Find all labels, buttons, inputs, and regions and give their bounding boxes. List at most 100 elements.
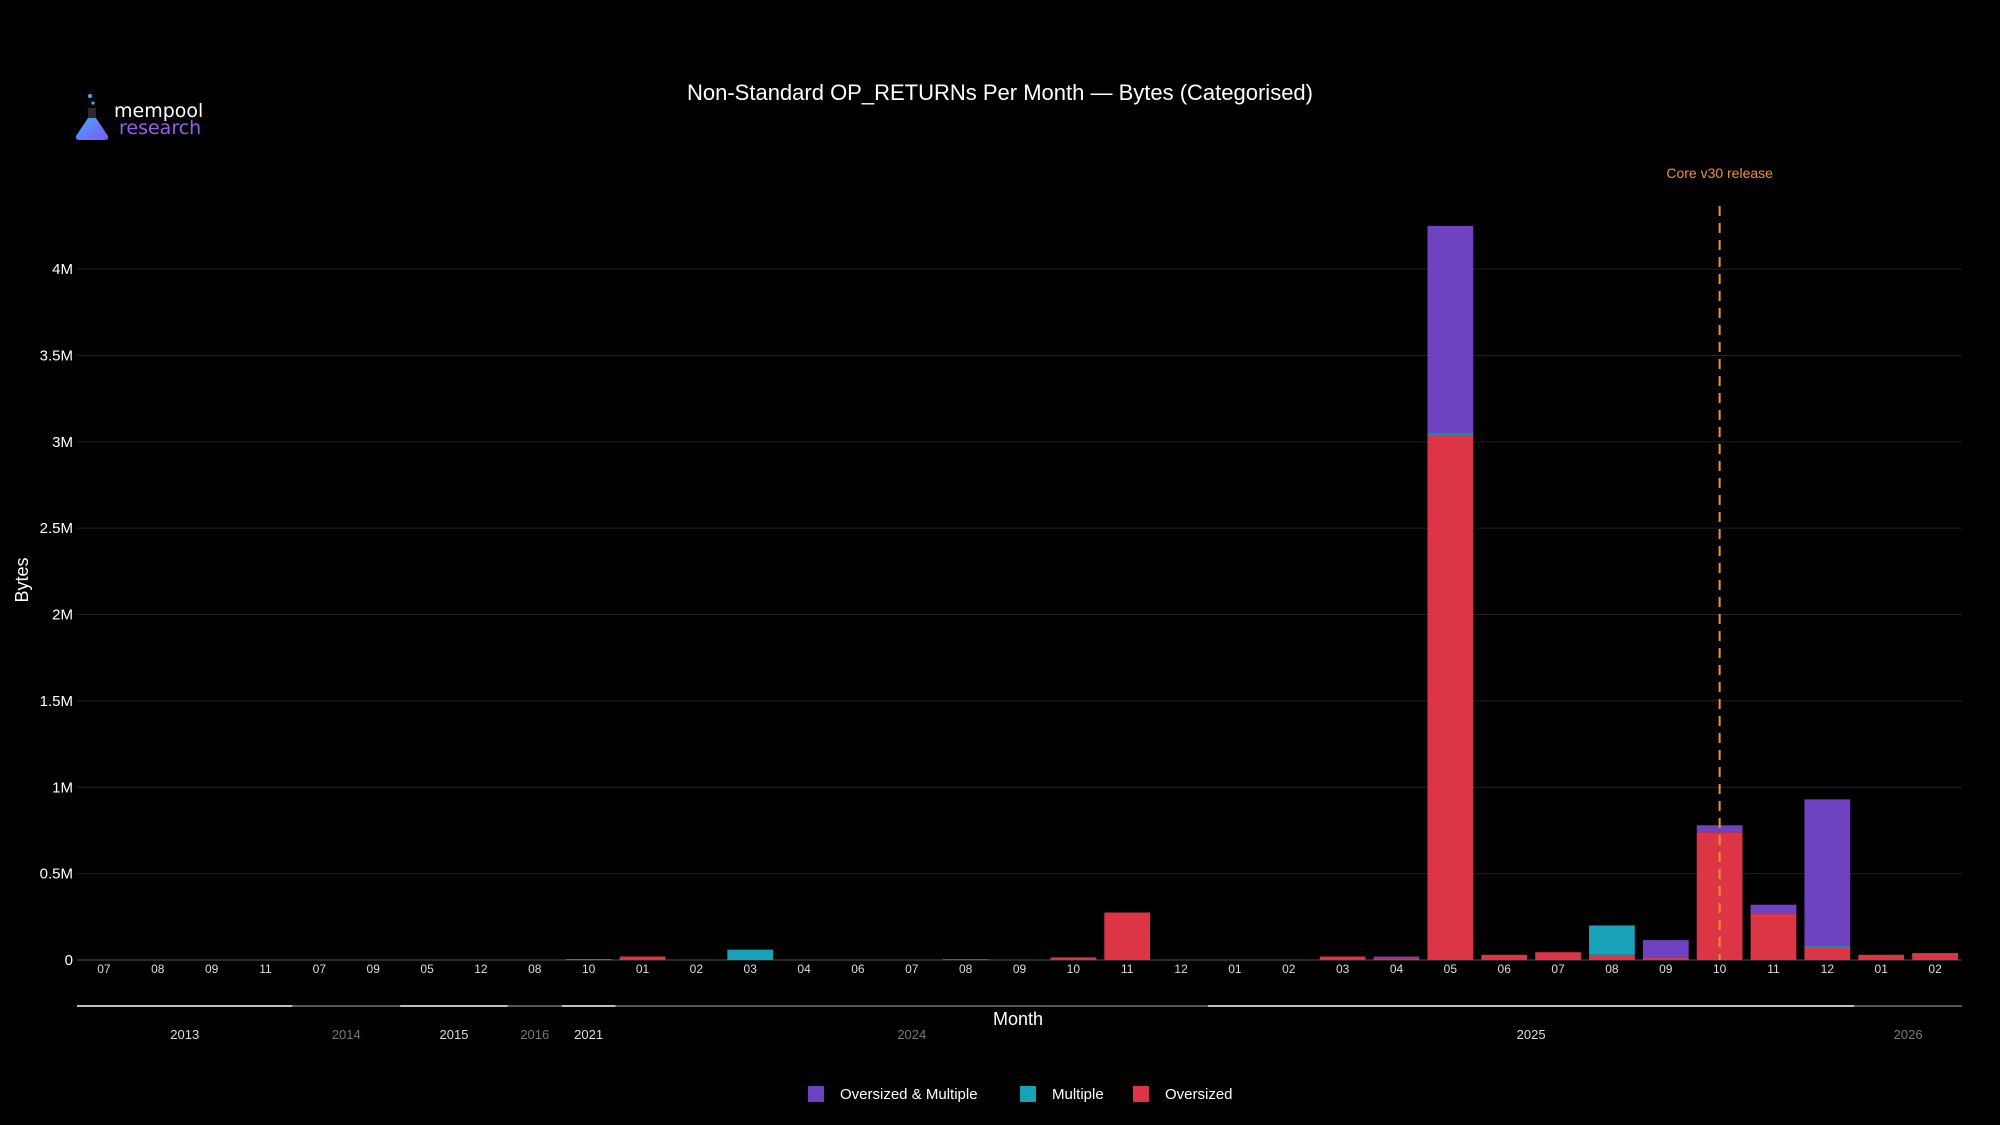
x-tick-label: 04: [1390, 962, 1404, 976]
legend-item[interactable]: Multiple: [1020, 1086, 1104, 1103]
y-tick-label: 0: [65, 952, 73, 969]
x-tick-label: 05: [420, 962, 434, 976]
x-tick-label: 09: [367, 962, 381, 976]
year-groups: 2013 2014 2015 2016 2021 2024 2025 2026: [77, 1005, 1962, 1042]
x-tick-label: 06: [1498, 962, 1512, 976]
y-axis-ticks: 0 0.5M 1M 1.5M 2M 2.5M 3M 3.5M 4M: [40, 261, 73, 969]
bar-segment[interactable]: [1319, 956, 1366, 960]
x-tick-label: 10: [582, 962, 596, 976]
year-label: 2024: [897, 1027, 926, 1042]
legend-label: Oversized: [1165, 1086, 1233, 1103]
x-tick-label: 11: [1121, 962, 1134, 976]
bar-segment[interactable]: [1804, 946, 1851, 948]
mempool-research-logo: mempool research: [72, 90, 232, 142]
year-label: 2026: [1894, 1027, 1923, 1042]
year-label: 2025: [1517, 1027, 1546, 1042]
x-tick-label: 08: [528, 962, 542, 976]
bar-segment[interactable]: [1481, 954, 1528, 960]
bar-segment[interactable]: [1050, 957, 1097, 960]
x-tick-label: 11: [1767, 962, 1780, 976]
legend-swatch: [1020, 1086, 1036, 1102]
bar-segment[interactable]: [1912, 953, 1958, 960]
year-label: 2015: [440, 1027, 469, 1042]
x-tick-label: 09: [1659, 962, 1673, 976]
legend-swatch: [808, 1086, 824, 1102]
y-tick-label: 0.5M: [40, 866, 73, 883]
bar-segment[interactable]: [1750, 904, 1797, 914]
x-tick-label: 07: [905, 962, 919, 976]
bar-segment[interactable]: [1535, 952, 1581, 960]
logo-word-research: research: [119, 117, 202, 139]
x-tick-label: 10: [1067, 962, 1081, 976]
bar-segment[interactable]: [619, 956, 666, 960]
x-tick-label: 01: [1875, 962, 1889, 976]
x-tick-label: 12: [1821, 962, 1835, 976]
x-tick-label: 08: [959, 962, 973, 976]
x-tick-label: 07: [97, 962, 111, 976]
x-tick-label: 12: [1174, 962, 1188, 976]
x-tick-label: 08: [1605, 962, 1619, 976]
x-tick-label: 07: [313, 962, 327, 976]
annotations: Core v30 release: [1666, 165, 1773, 960]
bar-segment[interactable]: [565, 959, 612, 960]
x-tick-label: 01: [636, 962, 650, 976]
grid-lines: [77, 268, 1962, 961]
y-tick-label: 1.5M: [40, 693, 73, 710]
year-label: 2021: [574, 1027, 603, 1042]
x-tick-label: 02: [1282, 962, 1296, 976]
release-marker-label: Core v30 release: [1666, 165, 1773, 181]
x-tick-label: 03: [1336, 962, 1350, 976]
bar-segment[interactable]: [1750, 913, 1797, 960]
bar-segment[interactable]: [1696, 825, 1743, 833]
logo-word-mempool: mempool: [114, 100, 204, 122]
bar-segment[interactable]: [1642, 940, 1689, 958]
y-tick-label: 1M: [52, 779, 73, 796]
x-axis-title: Month: [993, 1009, 1043, 1029]
y-tick-label: 3.5M: [40, 347, 73, 364]
bar-segment[interactable]: [1642, 957, 1689, 960]
x-tick-label: 12: [474, 962, 488, 976]
flask-icon: [75, 94, 109, 140]
x-tick-label: 03: [744, 962, 758, 976]
y-axis-title: Bytes: [12, 557, 32, 602]
bar-segment[interactable]: [1373, 958, 1420, 960]
bar-segment[interactable]: [1589, 925, 1635, 955]
legend-label: Multiple: [1052, 1086, 1104, 1103]
bar-segment[interactable]: [1427, 225, 1474, 434]
bar-segment[interactable]: [1427, 434, 1474, 961]
x-tick-label: 05: [1444, 962, 1458, 976]
x-tick-label: 11: [259, 962, 272, 976]
legend-item[interactable]: Oversized & Multiple: [808, 1086, 978, 1103]
bar-segment[interactable]: [1804, 947, 1851, 960]
x-tick-label: 04: [797, 962, 811, 976]
bar-segment[interactable]: [727, 949, 774, 960]
legend-swatch: [1133, 1086, 1149, 1102]
bar-segment[interactable]: [1104, 912, 1151, 961]
bar-segment[interactable]: [1589, 954, 1635, 960]
x-axis-ticks: 07 08 09 11 07 09 05 12 08 10 01 02 03 04 06 07 08 09 10 11…: [97, 962, 1942, 976]
x-tick-label: 10: [1713, 962, 1727, 976]
bar-segment[interactable]: [1804, 799, 1851, 947]
year-label: 2016: [520, 1027, 549, 1042]
x-tick-label: 07: [1551, 962, 1565, 976]
bar-segment[interactable]: [942, 959, 989, 960]
y-tick-label: 3M: [52, 434, 73, 451]
x-tick-label: 09: [205, 962, 219, 976]
chart-title: Non-Standard OP_RETURNs Per Month — Byte…: [687, 80, 1313, 105]
legend-label: Oversized & Multiple: [840, 1086, 978, 1103]
bar-segment[interactable]: [1427, 433, 1474, 435]
x-tick-label: 01: [1228, 962, 1242, 976]
bar-segment[interactable]: [1373, 956, 1420, 959]
x-tick-label: 02: [690, 962, 704, 976]
y-tick-label: 2M: [52, 607, 73, 624]
x-tick-label: 06: [851, 962, 865, 976]
year-label: 2014: [332, 1027, 361, 1042]
y-tick-label: 4M: [52, 261, 73, 278]
x-tick-label: 09: [1013, 962, 1027, 976]
y-tick-label: 2.5M: [40, 520, 73, 537]
x-tick-label: 02: [1928, 962, 1942, 976]
legend[interactable]: Oversized & Multiple Multiple Oversized: [808, 1086, 1233, 1103]
bar-segment[interactable]: [1858, 954, 1905, 960]
legend-item[interactable]: Oversized: [1133, 1086, 1233, 1103]
